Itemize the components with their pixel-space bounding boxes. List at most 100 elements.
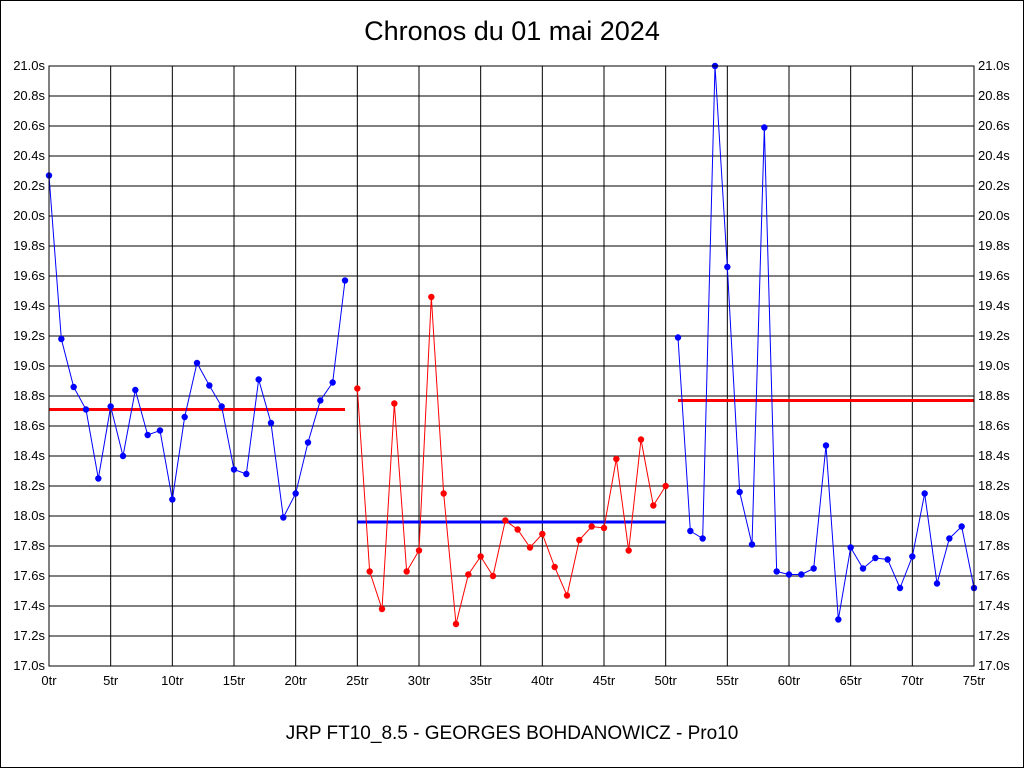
data-point [132, 386, 139, 394]
data-point [119, 452, 127, 460]
data-point [82, 406, 90, 413]
x-tick-label: 25tr [346, 673, 369, 688]
data-point [687, 527, 694, 535]
data-point [477, 553, 484, 560]
data-point [378, 605, 386, 613]
y-tick-label-left: 17.0s [13, 658, 45, 673]
data-point [243, 470, 250, 478]
data-point [489, 572, 497, 580]
data-point [724, 263, 731, 271]
data-point [415, 547, 423, 554]
data-point [884, 556, 891, 563]
x-axis-labels: 0tr 5tr 10tr 15tr 20tr 25tr 30tr 35tr 40tr 45tr 50… [41, 673, 985, 688]
data-point [366, 568, 373, 575]
data-point [292, 490, 299, 497]
data-point [255, 376, 262, 383]
data-point [181, 413, 188, 421]
data-point [810, 565, 817, 572]
data-point [946, 535, 953, 542]
x-tick-label: 55tr [716, 673, 739, 688]
data-point [329, 379, 336, 386]
y-tick-label-right: 20.4s [978, 148, 1010, 163]
y-tick-label-left: 17.8s [13, 538, 45, 553]
chart-title: Chronos du 01 mai 2024 [364, 16, 660, 46]
y-tick-label-right: 17.8s [978, 538, 1010, 553]
series-1 [45, 172, 349, 521]
x-tick-label: 50tr [654, 673, 677, 688]
data-point [58, 335, 65, 343]
y-tick-label-left: 18.6s [13, 418, 45, 433]
y-tick-label-right: 20.6s [978, 118, 1010, 133]
plot-border [48, 65, 975, 667]
data-point [391, 400, 398, 407]
data-point [169, 496, 176, 503]
y-tick-label-left: 17.4s [13, 598, 45, 613]
y-tick-label-left: 19.8s [13, 238, 45, 253]
series-line [356, 296, 667, 625]
data-point [773, 568, 780, 575]
data-point [909, 553, 916, 560]
data-point [304, 439, 312, 446]
y-tick-label-right: 19.4s [978, 298, 1010, 313]
data-point [317, 397, 324, 404]
data-point [193, 359, 201, 367]
y-tick-label-left: 20.4s [13, 148, 45, 163]
y-tick-label-left: 18.4s [13, 448, 45, 463]
x-tick-label: 35tr [469, 673, 492, 688]
y-tick-label-right: 18.4s [978, 448, 1010, 463]
data-point [896, 584, 904, 592]
y-tick-label-right: 18.0s [978, 508, 1010, 523]
data-point [736, 488, 743, 496]
data-point [354, 385, 361, 392]
data-point [206, 382, 213, 389]
y-tick-label-right: 18.8s [978, 388, 1010, 403]
x-tick-label: 15tr [223, 673, 246, 688]
y-tick-label-left: 18.0s [13, 508, 45, 523]
data-point [107, 403, 114, 410]
data-point [95, 475, 102, 482]
y-tick-label-left: 17.6s [13, 568, 45, 583]
data-point [514, 526, 521, 533]
y-tick-label-right: 20.8s [978, 88, 1010, 103]
data-point [428, 293, 435, 301]
data-point [798, 571, 805, 578]
data-point [526, 544, 534, 551]
y-tick-label-right: 17.6s [978, 568, 1010, 583]
data-point [872, 554, 879, 562]
data-point [859, 565, 867, 572]
data-point [835, 616, 842, 623]
data-point [280, 514, 287, 521]
y-tick-label-right: 17.2s [978, 628, 1010, 643]
data-point [921, 490, 928, 497]
y-tick-label-right: 18.6s [978, 418, 1010, 433]
data-point [958, 523, 965, 530]
data-point [230, 466, 238, 473]
y-tick-label-left: 17.2s [13, 628, 45, 643]
x-tick-label: 30tr [408, 673, 431, 688]
data-point [588, 523, 595, 530]
data-point [847, 544, 854, 551]
data-point [144, 431, 151, 439]
y-tick-label-left: 20.2s [13, 178, 45, 193]
data-point [761, 124, 768, 131]
y-tick-label-right: 19.8s [978, 238, 1010, 253]
x-tick-label: 10tr [161, 673, 184, 688]
y-tick-label-left: 20.8s [13, 88, 45, 103]
series-2 [354, 293, 669, 628]
x-tick-label: 5tr [103, 673, 119, 688]
data-point [156, 427, 164, 434]
data-point [600, 524, 608, 532]
data-point [341, 277, 349, 284]
data-point [933, 580, 941, 587]
data-point [539, 530, 546, 538]
y-tick-label-left: 21.0s [13, 58, 45, 73]
x-tick-label: 0tr [41, 673, 57, 688]
data-point [576, 536, 583, 544]
y-tick-label-left: 19.6s [13, 268, 45, 283]
chart-footer-caption: JRP FT10_8.5 - GEORGES BOHDANOWICZ - Pro… [285, 723, 739, 744]
data-point [785, 571, 793, 578]
data-point [70, 383, 77, 391]
series-lines [45, 62, 978, 628]
